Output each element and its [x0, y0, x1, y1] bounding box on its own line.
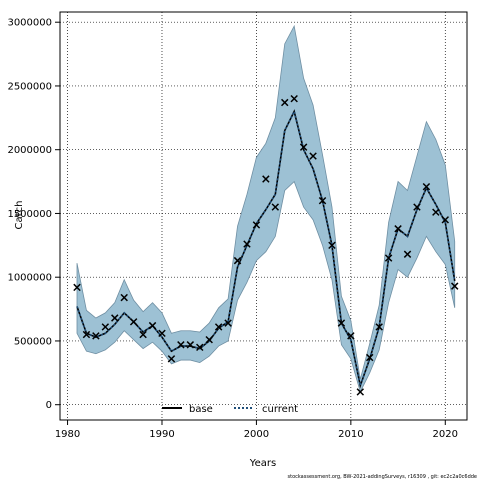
y-tick-label: 0 — [46, 400, 52, 411]
data-point — [413, 203, 421, 211]
data-point — [347, 332, 355, 340]
data-point — [186, 341, 195, 349]
data-point — [328, 241, 336, 250]
data-point — [101, 323, 110, 331]
x-tick-label: 2020 — [433, 429, 458, 440]
data-point — [290, 94, 298, 103]
data-point — [356, 388, 365, 396]
y-tick-label: 1500000 — [7, 209, 52, 220]
data-point — [224, 319, 232, 327]
x-tick-label: 1990 — [149, 429, 174, 440]
data-point — [432, 208, 440, 216]
data-point — [450, 282, 459, 290]
data-point — [177, 341, 185, 349]
data-point — [262, 175, 270, 183]
y-tick-label: 2000000 — [7, 145, 52, 156]
data-point — [394, 225, 402, 233]
data-point — [158, 329, 166, 338]
data-point — [233, 256, 242, 265]
x-tick-label: 2010 — [338, 429, 363, 440]
data-point — [299, 143, 308, 151]
observed-markers — [73, 94, 459, 396]
x-tick-label: 1980 — [55, 429, 80, 440]
data-point — [441, 216, 450, 224]
data-point — [252, 221, 261, 229]
x-axis: 1980 1990 2000 2010 2020 — [55, 420, 458, 440]
data-point — [281, 98, 289, 107]
x-tick-label: 2000 — [244, 429, 269, 440]
data-point — [73, 283, 81, 292]
data-point — [309, 152, 317, 160]
plot-frame — [59, 11, 468, 421]
y-tick-label: 1000000 — [7, 273, 52, 284]
data-point — [129, 318, 138, 326]
x-axis-label: Years — [249, 458, 276, 469]
data-point — [120, 293, 128, 302]
y-tick-label: 3000000 — [7, 18, 52, 29]
y-tick-label: 2500000 — [7, 81, 52, 92]
data-point — [92, 332, 100, 340]
data-point — [375, 323, 383, 331]
y-axis: 0 500000 1000000 1500000 2000000 2500000 30000… — [7, 18, 60, 411]
data-point — [318, 196, 327, 205]
legend-label-base: base — [189, 404, 213, 415]
data-point — [422, 182, 431, 191]
data-point — [167, 355, 176, 363]
series-line-current — [76, 109, 456, 389]
data-point — [214, 323, 223, 331]
legend: base current — [162, 404, 298, 415]
data-point — [205, 335, 213, 344]
data-point — [139, 330, 147, 339]
data-point — [243, 240, 251, 248]
y-tick-label: 500000 — [14, 336, 52, 347]
footer-text: stockassessment.org, BW-2021-addingSurve… — [288, 474, 478, 480]
legend-label-current: current — [262, 404, 298, 415]
data-point — [366, 353, 374, 362]
data-point — [111, 314, 119, 322]
data-point — [384, 254, 393, 262]
y-axis-label: Catch — [14, 201, 25, 230]
data-point — [148, 321, 157, 330]
data-point — [196, 343, 204, 352]
data-point — [82, 330, 91, 339]
data-point — [337, 319, 346, 327]
data-point — [271, 203, 280, 211]
data-point — [403, 250, 412, 258]
